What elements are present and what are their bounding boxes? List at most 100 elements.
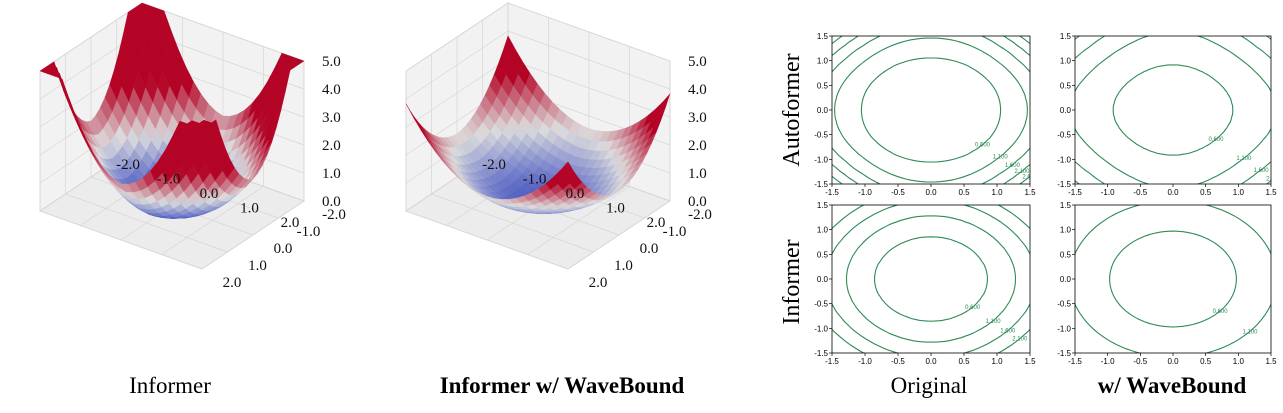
x-tick-label: -2.0 [482,157,506,173]
contour-line [1109,230,1237,328]
surface-cell [560,161,573,178]
contour-panel-informer-wavebound: 0.600 1.100 -1.5-1.5 -1.0 -1.0 -0.5 -0.5 0.0 0.0… [1057,201,1277,366]
x-tick-label: 1.5 [1265,188,1277,197]
x-tick-label: 2.0 [281,215,300,231]
z-tick-label: 5.0 [322,54,341,70]
x-tick-label: -1.0 [523,172,547,188]
y-tick-label: -1.0 [1057,155,1071,164]
x-tick-label: -0.5 [1133,357,1147,366]
x-tick-label: 1.0 [1233,188,1245,197]
grid-line [65,193,228,253]
surface-cell [217,147,231,171]
x-tick-label: 0.5 [1200,188,1212,197]
y-tick-label: 1.0 [1060,57,1072,66]
row-label-informer: Informer [779,239,805,324]
x-tick-label: -0.5 [891,357,905,366]
contour-line [832,205,1030,353]
contour-level-label: 1.600 [1005,163,1021,169]
y-tick-label: 1.5 [817,32,829,41]
z-tick-label: 2.0 [688,138,707,154]
x-tick-label: 1.5 [1265,357,1277,366]
x-tick-label: -0.5 [891,188,905,197]
x-tick-label: 1.0 [240,201,259,217]
y-tick-label: 1.0 [614,258,633,274]
y-tick-label: 1.5 [817,201,829,210]
y-tick-label: -1.0 [663,224,687,240]
y-tick-label: 0.0 [817,106,829,115]
y-tick-label: 0.5 [817,250,829,259]
contour-grid: 0.6001.1001.6002.1002.6003.100-1.5-1.5-1… [814,32,1283,366]
contour-level-label: 1.600 [1000,329,1016,335]
x-tick-label: 0.5 [958,357,970,366]
contour-line [834,37,1028,183]
surface-cell [205,148,219,173]
grid-line [507,30,671,90]
x-tick-label: 0.0 [925,188,937,197]
grid-line [405,58,509,128]
z-tick-label: 1.0 [322,166,341,182]
x-tick-label: 1.0 [1233,357,1245,366]
caption-informer-wavebound: Informer w/ WaveBound [440,373,685,398]
contour-line [1112,64,1234,156]
y-tick-label: 1.0 [817,57,829,66]
y-tick-label: -1.5 [814,349,828,358]
contour-level-label: 2.100 [1014,169,1030,175]
x-tick-label: 0.5 [1200,357,1212,366]
x-tick-label: -1.5 [825,357,839,366]
contour-line [874,236,988,322]
y-tick-label: 0.0 [274,241,293,257]
y-tick-label: -0.5 [1057,131,1071,140]
x-tick-label: -2.0 [116,157,140,173]
contour-line [860,57,1002,163]
x-tick-label: 1.0 [606,201,625,217]
x-tick-label: 0.5 [958,188,970,197]
contour-line [1075,36,1271,184]
y-tick-label: 2.0 [223,275,242,291]
z-tick-label: 2.0 [322,138,341,154]
surface-plot-informer: -2.0-1.00.01.02.0 -2.0-1.00.01.02.00.01.0… [39,2,346,291]
grid-line [431,193,594,253]
surface-plot-informer-wavebound: -2.0-1.00.01.02.0 -2.0-1.00.01.02.00.01.0… [405,2,712,291]
contour-level-label: 0.600 [1208,137,1224,143]
x-tick-label: -1.5 [825,188,839,197]
x-tick-label: 1.0 [991,188,1003,197]
z-tick-label: 0.0 [688,194,707,210]
y-tick-label: -0.5 [814,300,828,309]
grid-line [567,200,671,270]
contour-level-label: 2.600 [1277,184,1283,190]
y-tick-label: -2.0 [688,207,712,223]
surface-mesh [39,2,305,219]
y-tick-label: 0.5 [817,81,829,90]
grid-line [527,186,630,255]
z-tick-label: 1.0 [688,166,707,182]
y-tick-label: 0.5 [1060,81,1072,90]
z-tick-label: 5.0 [688,54,707,70]
y-tick-label: -0.5 [1057,300,1071,309]
grid-line [507,58,671,118]
y-tick-label: 1.0 [248,258,267,274]
caption-informer: Informer [129,373,211,398]
contour-level-label: 0.600 [1213,309,1229,315]
contour-level-label: 2.100 [1012,337,1028,343]
contour-level-label: 0.600 [965,305,981,311]
contour-level-label: 3.100 [1029,179,1045,185]
y-tick-label: 0.0 [640,241,659,257]
y-tick-label: 0.0 [1060,106,1072,115]
z-tick-label: 3.0 [322,110,341,126]
y-tick-label: -2.0 [322,207,346,223]
x-tick-label: 0.0 [566,186,585,202]
y-tick-label: -1.0 [814,155,828,164]
grid-line [161,186,264,255]
x-tick-label: -1.0 [1101,357,1115,366]
y-tick-label: -1.0 [297,224,321,240]
x-tick-label: 0.0 [1167,357,1179,366]
y-tick-label: 0.0 [1060,275,1072,284]
row-label-autoformer: Autoformer [779,53,805,166]
surface-cell [157,149,171,174]
x-tick-label: 0.0 [1167,188,1179,197]
grid-line [405,210,569,270]
x-tick-label: 2.0 [647,215,666,231]
y-tick-label: 1.5 [1060,32,1072,41]
